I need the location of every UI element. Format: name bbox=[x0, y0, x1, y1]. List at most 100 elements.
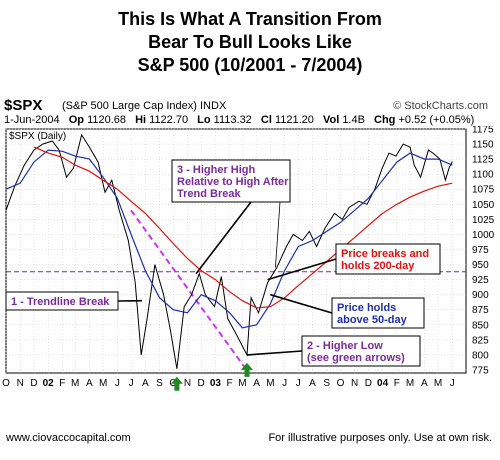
annotation-text: holds 200-day bbox=[341, 260, 415, 272]
annotation-text: Price holds bbox=[337, 302, 396, 314]
quote-bar: 1-Jun-2004 Op 1120.68 Hi 1122.70 Lo 1113… bbox=[4, 114, 480, 126]
x-tick-label: A bbox=[86, 378, 93, 389]
quote-date: 1-Jun-2004 bbox=[4, 114, 60, 126]
annotation-text: 1 - Trendline Break bbox=[11, 296, 110, 308]
x-tick-label: F bbox=[59, 378, 65, 389]
x-tick-label: J bbox=[115, 378, 120, 389]
x-tick-label: M bbox=[406, 378, 414, 389]
vol-label: Vol bbox=[322, 114, 340, 126]
x-tick-label: J bbox=[282, 378, 287, 389]
y-tick-label: 1175 bbox=[472, 126, 494, 136]
green-arrow-icon bbox=[170, 376, 183, 391]
low-value: 1113.32 bbox=[213, 114, 252, 126]
series-line-ma200 bbox=[33, 146, 453, 309]
x-tick-label: M bbox=[266, 378, 274, 389]
close-label: Cl bbox=[260, 114, 272, 126]
x-tick-label: N bbox=[351, 378, 358, 389]
plot-label: $SPX (Daily) bbox=[9, 131, 66, 142]
chg-value: +0.52 (+0.05%) bbox=[398, 114, 475, 126]
price-chart: 775 800 825 850 875 900 925 950 975 1000 1025 1050 1… bbox=[2, 126, 495, 391]
symbol-description: (S&P 500 Large Cap Index) INDX bbox=[62, 100, 227, 112]
open-label: Op bbox=[68, 114, 84, 126]
green-arrow-icon bbox=[240, 362, 253, 377]
y-tick-label: 850 bbox=[472, 320, 489, 331]
annotation-pointer bbox=[267, 258, 337, 281]
x-tick-label: S bbox=[323, 378, 330, 389]
low-label: Lo bbox=[197, 114, 211, 126]
x-tick-label: 04 bbox=[377, 378, 389, 389]
high-label: Hi bbox=[135, 114, 147, 126]
footer-disclaimer: For illustrative purposes only. Use at o… bbox=[268, 432, 492, 444]
annotation-text: above 50-day bbox=[337, 314, 408, 326]
x-tick-label: 02 bbox=[43, 378, 55, 389]
x-tick-label: M bbox=[71, 378, 79, 389]
x-tick-label: A bbox=[253, 378, 260, 389]
y-tick-label: 1075 bbox=[472, 185, 495, 196]
x-tick-label: M bbox=[99, 378, 107, 389]
annotation-text: Relative to High After bbox=[177, 176, 289, 188]
open-value: 1120.68 bbox=[87, 114, 127, 126]
annotation-box bbox=[335, 243, 441, 275]
x-tick-label: F bbox=[227, 378, 233, 389]
vol-value: 1.4B bbox=[342, 114, 365, 126]
x-tick-label: J bbox=[450, 378, 455, 389]
y-tick-label: 1100 bbox=[472, 170, 494, 181]
x-tick-label: M bbox=[238, 378, 246, 389]
x-tick-label: O bbox=[337, 378, 345, 389]
y-tick-label: 800 bbox=[472, 350, 489, 361]
annotation-pointer bbox=[275, 201, 281, 268]
chart-title-line-3: S&P 500 (10/2001 - 7/2004) bbox=[137, 55, 363, 75]
x-tick-label: N bbox=[184, 378, 191, 389]
x-tick-label: N bbox=[17, 378, 24, 389]
symbol: $SPX bbox=[4, 97, 43, 114]
source-label: © StockCharts.com bbox=[393, 100, 488, 112]
annotation-box bbox=[5, 291, 119, 311]
x-tick-label: O bbox=[2, 378, 10, 389]
annotation-text: 2 - Higher Low bbox=[307, 340, 383, 352]
annotation-pointer bbox=[247, 350, 303, 356]
chart-title-line-1: This Is What A Transition From bbox=[118, 9, 382, 29]
y-tick-label: 775 bbox=[472, 365, 489, 376]
annotation-a1: 1 - Trendline Break bbox=[5, 291, 143, 311]
y-tick-label: 1050 bbox=[472, 200, 495, 211]
x-tick-label: D bbox=[365, 378, 372, 389]
x-tick-label: D bbox=[198, 378, 205, 389]
footer-website: www.ciovaccocapital.com bbox=[6, 432, 131, 444]
annotation-text: Trend Break bbox=[177, 188, 241, 200]
chart-title-line-2: Bear To Bull Looks Like bbox=[148, 32, 352, 52]
annotation-text: Price breaks and bbox=[341, 248, 429, 260]
y-tick-label: 950 bbox=[472, 260, 489, 271]
y-tick-label: 925 bbox=[472, 275, 489, 286]
x-tick-label: A bbox=[421, 378, 428, 389]
annotation-box bbox=[171, 159, 291, 203]
annotation-box bbox=[301, 335, 421, 367]
annotation-pointer bbox=[270, 293, 333, 314]
x-tick-label: A bbox=[309, 378, 316, 389]
annotation-text: 3 - Higher High bbox=[177, 164, 256, 176]
x-tick-label: J bbox=[129, 378, 134, 389]
x-tick-label: A bbox=[142, 378, 149, 389]
trendline bbox=[130, 209, 248, 371]
x-tick-label: J bbox=[296, 378, 301, 389]
annotation-text: (see green arrows) bbox=[307, 352, 405, 364]
y-tick-label: 875 bbox=[472, 305, 489, 316]
close-value: 1121.20 bbox=[274, 114, 314, 126]
x-tick-label: D bbox=[30, 378, 37, 389]
high-value: 1122.70 bbox=[149, 114, 189, 126]
y-tick-label: 975 bbox=[472, 245, 489, 256]
x-tick-label: S bbox=[156, 378, 163, 389]
chg-label: Chg bbox=[374, 114, 396, 126]
y-tick-label: 1125 bbox=[472, 155, 494, 166]
annotation-box bbox=[331, 297, 425, 329]
y-tick-label: 900 bbox=[472, 290, 489, 301]
annotation-a2: 2 - Higher Low(see green arrows) bbox=[247, 335, 421, 367]
x-tick-label: M bbox=[434, 378, 442, 389]
annotation-pointer bbox=[195, 201, 252, 275]
y-tick-label: 1150 bbox=[472, 140, 494, 151]
x-tick-label: 03 bbox=[210, 378, 222, 389]
y-tick-label: 1000 bbox=[472, 230, 495, 241]
series-line-ma50 bbox=[5, 149, 453, 329]
